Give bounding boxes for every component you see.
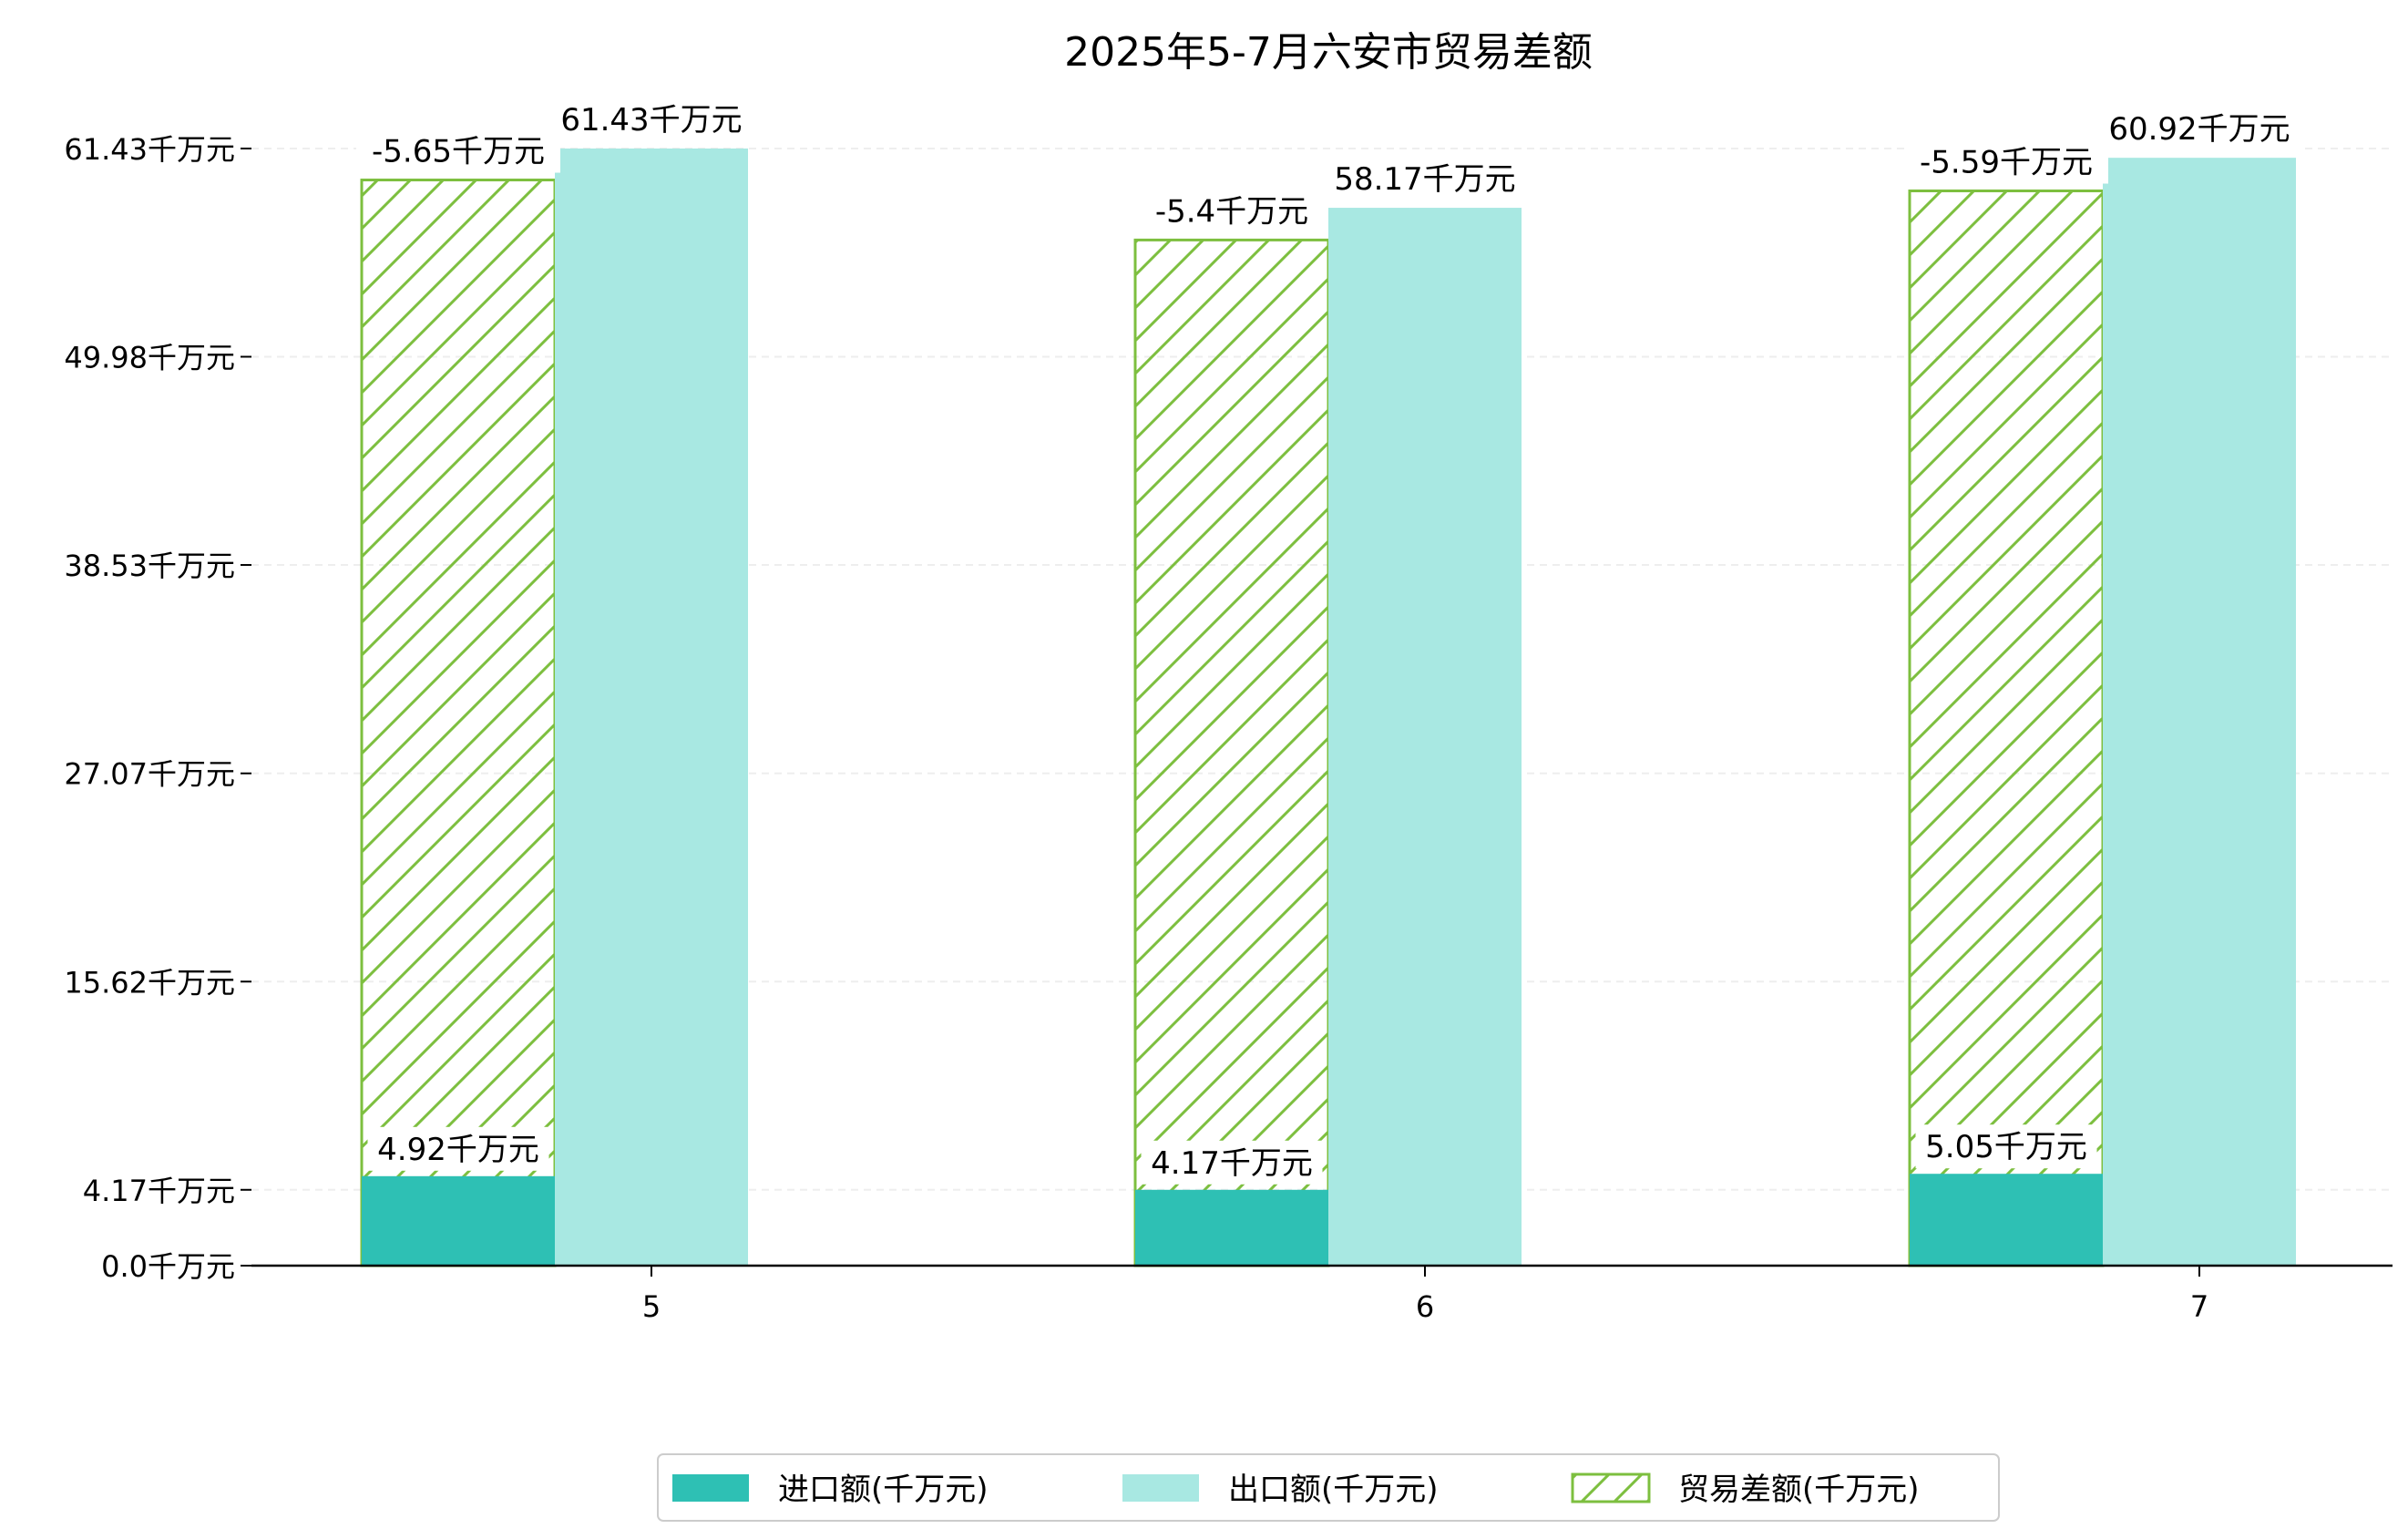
bar-trade-balance <box>1908 190 2105 1267</box>
y-tick-label: 0.0千万元 <box>101 1249 235 1284</box>
bar-import <box>362 1175 555 1266</box>
legend-item: 出口额(千万元) <box>1122 1472 1439 1508</box>
data-label: -5.59千万元 <box>1904 139 2108 184</box>
y-tick-label: 49.98千万元 <box>64 341 235 375</box>
svg-text:-5.4千万元: -5.4千万元 <box>1155 193 1308 230</box>
legend-label: 出口额(千万元) <box>1228 1472 1439 1508</box>
x-tick-label: 7 <box>2190 1289 2208 1324</box>
legend: 进口额(千万元) 出口额(千万元) 贸易差额(千万元) <box>657 1453 2000 1522</box>
data-label: 61.43千万元 <box>549 97 753 141</box>
bar-export <box>1328 208 1522 1267</box>
svg-text:60.92千万元: 60.92千万元 <box>2108 111 2290 148</box>
svg-text:61.43千万元: 61.43千万元 <box>560 102 742 139</box>
legend-swatch <box>672 1474 749 1502</box>
legend-swatch <box>1571 1472 1651 1503</box>
svg-text:-5.59千万元: -5.59千万元 <box>1920 145 2093 181</box>
legend-swatch <box>1122 1474 1199 1502</box>
bar-trade-balance <box>360 179 557 1267</box>
bar-import <box>1135 1189 1328 1266</box>
y-tick-label: 4.17千万元 <box>83 1174 235 1208</box>
svg-text:4.92千万元: 4.92千万元 <box>377 1132 539 1168</box>
data-label: -5.4千万元 <box>1141 189 1323 233</box>
legend-item: 进口额(千万元) <box>672 1472 989 1508</box>
data-label: 4.17千万元 <box>1141 1140 1323 1185</box>
y-tick-label: 38.53千万元 <box>64 549 235 583</box>
data-label: -5.65千万元 <box>356 128 560 173</box>
bar-export <box>555 149 748 1266</box>
data-label: 4.92千万元 <box>367 1126 549 1171</box>
data-label: 5.05千万元 <box>1915 1124 2097 1169</box>
y-tick-label: 27.07千万元 <box>64 757 235 792</box>
x-tick-label: 6 <box>1416 1289 1434 1324</box>
legend-item: 贸易差额(千万元) <box>1571 1472 1920 1508</box>
bar-import <box>1910 1174 2103 1266</box>
bar-trade-balance <box>1133 238 1330 1267</box>
data-label: 60.92千万元 <box>2097 107 2301 151</box>
y-tick-label: 15.62千万元 <box>64 965 235 1000</box>
svg-text:58.17千万元: 58.17千万元 <box>1334 161 1515 198</box>
svg-text:-5.65千万元: -5.65千万元 <box>372 134 545 170</box>
data-label: 58.17千万元 <box>1323 157 1527 201</box>
bar-export <box>2103 158 2296 1266</box>
y-tick-label: 61.43千万元 <box>64 132 235 167</box>
legend-label: 贸易差额(千万元) <box>1678 1472 1920 1508</box>
chart-title: 2025年5-7月六安市贸易差额 <box>1064 29 1593 76</box>
x-tick-label: 5 <box>642 1289 661 1324</box>
legend-label: 进口额(千万元) <box>778 1472 989 1508</box>
svg-text:4.17千万元: 4.17千万元 <box>1151 1145 1313 1182</box>
svg-text:5.05千万元: 5.05千万元 <box>1925 1129 2087 1165</box>
